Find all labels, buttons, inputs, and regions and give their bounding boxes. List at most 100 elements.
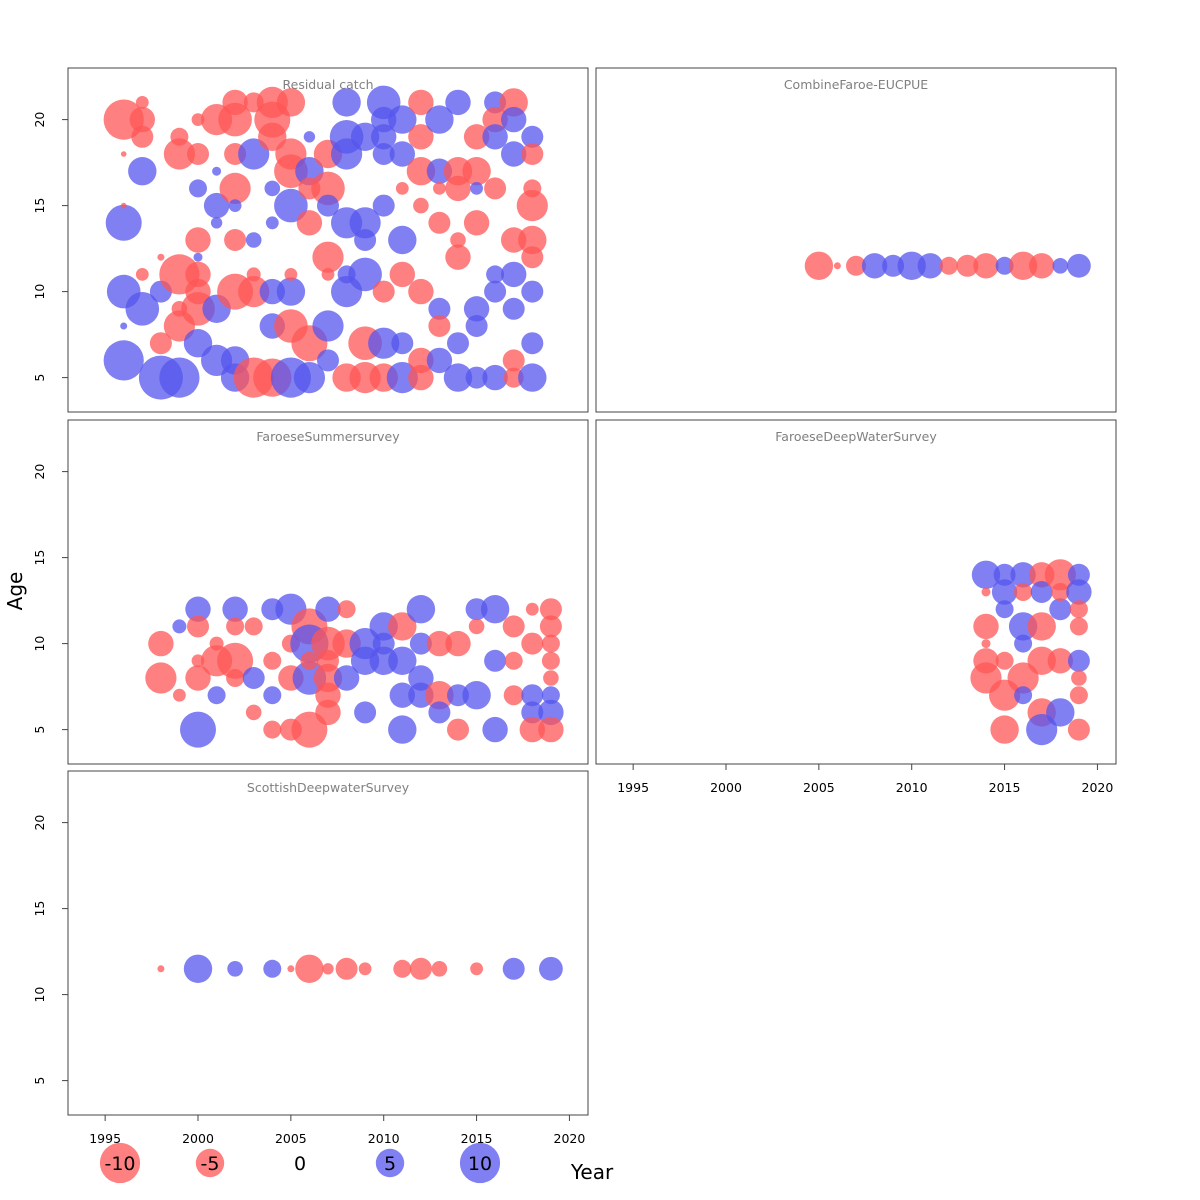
residual-bubble bbox=[521, 280, 544, 303]
residual-bubble bbox=[1067, 253, 1091, 278]
residual-bubble bbox=[388, 225, 417, 255]
x-tick-label: 2000 bbox=[710, 780, 742, 795]
residual-bubble bbox=[1030, 581, 1053, 603]
residual-bubble bbox=[463, 210, 490, 236]
residual-bubble bbox=[450, 232, 466, 248]
residual-bubble bbox=[956, 254, 979, 277]
panel: FaroeseSummersurvey 5 10 15 20 bbox=[32, 419, 589, 765]
residual-bubble bbox=[263, 959, 282, 978]
residual-bubble bbox=[482, 364, 508, 391]
residual-bubble bbox=[173, 688, 186, 702]
legend-bubble bbox=[459, 1142, 501, 1184]
residual-bubble bbox=[1067, 649, 1090, 672]
residual-bubble bbox=[484, 280, 507, 303]
residual-bubble bbox=[368, 327, 400, 359]
residual-bubble bbox=[463, 296, 490, 322]
residual-bubble bbox=[145, 662, 177, 694]
panels-group: Residual catch 5 10 15 20 CombineFaroe-EUCPUE… bbox=[32, 67, 1117, 1146]
bubble-group bbox=[103, 85, 548, 400]
residual-bubble bbox=[274, 188, 308, 223]
residual-bubble bbox=[541, 634, 560, 653]
residual-bubble bbox=[431, 961, 448, 977]
residual-bubble bbox=[180, 711, 216, 748]
residual-bubble bbox=[1014, 634, 1033, 653]
residual-bubble bbox=[468, 618, 485, 635]
residual-bubble bbox=[428, 297, 451, 320]
residual-bubble bbox=[995, 256, 1014, 275]
residual-bubble bbox=[103, 340, 144, 381]
panel-title: FaroeseDeepWaterSurvey bbox=[775, 429, 937, 444]
residual-bubble bbox=[386, 362, 418, 394]
panel-frame bbox=[67, 67, 589, 413]
y-tick-label: 15 bbox=[32, 901, 47, 917]
residual-bubble bbox=[203, 192, 230, 219]
legend-label: 5 bbox=[384, 1153, 396, 1175]
residual-bubble bbox=[1069, 617, 1088, 636]
residual-bubble bbox=[332, 88, 361, 117]
residual-bubble bbox=[516, 190, 548, 222]
residual-bubble bbox=[120, 151, 127, 157]
residual-bubble bbox=[502, 297, 525, 320]
residual-bubble bbox=[263, 720, 282, 739]
residual-bubble bbox=[833, 262, 841, 270]
residual-bubble bbox=[185, 596, 211, 622]
residual-bubble bbox=[389, 261, 415, 288]
residual-bubble bbox=[295, 954, 324, 983]
legend-label: -10 bbox=[104, 1153, 135, 1175]
residual-bubble bbox=[425, 105, 454, 134]
x-tick-label: 2020 bbox=[554, 1131, 586, 1146]
residual-bubble bbox=[465, 315, 488, 337]
residual-bubble bbox=[1027, 612, 1056, 641]
residual-bubble bbox=[354, 701, 377, 724]
residual-bubble bbox=[521, 143, 544, 165]
residual-bubble bbox=[1026, 714, 1058, 746]
residual-bubble bbox=[219, 172, 251, 204]
legend-bubble bbox=[375, 1148, 405, 1178]
legend-label: -5 bbox=[201, 1153, 220, 1175]
bubble-legend: -10 -5 0 5 10 bbox=[99, 1142, 501, 1184]
residual-bubble bbox=[1051, 583, 1070, 601]
residual-bubble bbox=[995, 600, 1014, 619]
residual-bubble bbox=[210, 217, 223, 229]
residual-bubble bbox=[470, 962, 483, 976]
residual-bubble bbox=[317, 194, 339, 217]
residual-bubble bbox=[224, 229, 247, 251]
y-tick-label: 20 bbox=[32, 464, 47, 480]
residual-bubble bbox=[1008, 251, 1038, 280]
residual-bubble bbox=[538, 716, 564, 743]
residual-bubble bbox=[409, 957, 432, 980]
residual-bubble bbox=[406, 157, 436, 186]
panel-frame bbox=[595, 67, 1117, 413]
panel: ScottishDeepwaterSurvey 5 10 15 20 1995 2000 20… bbox=[32, 770, 589, 1146]
residual-bubble bbox=[426, 630, 453, 657]
residual-bubble bbox=[245, 704, 262, 721]
residual-bubble bbox=[502, 349, 525, 372]
residual-bubble bbox=[388, 612, 417, 641]
residual-bubble bbox=[317, 649, 339, 672]
residual-bubble bbox=[217, 642, 254, 679]
residual-bubble bbox=[501, 141, 527, 167]
residual-bubble bbox=[484, 91, 507, 114]
residual-bubble bbox=[349, 207, 381, 239]
residual-bubble bbox=[539, 598, 562, 621]
residual-bubble bbox=[312, 310, 344, 342]
residual-bubble bbox=[502, 615, 525, 638]
residual-bubble bbox=[991, 579, 1018, 605]
residual-bubble bbox=[264, 180, 281, 197]
residual-bubble bbox=[521, 246, 544, 269]
residual-bubble bbox=[973, 253, 999, 279]
residual-bubble bbox=[447, 718, 469, 741]
residual-bubble bbox=[389, 141, 415, 167]
residual-bubble bbox=[125, 292, 160, 326]
residual-bubble bbox=[1066, 579, 1092, 605]
residual-bubble bbox=[157, 965, 165, 973]
residual-bubble bbox=[244, 617, 263, 636]
residual-bubble bbox=[388, 646, 417, 675]
residual-bubble bbox=[1049, 598, 1072, 621]
residual-bubble bbox=[189, 179, 207, 198]
residual-bubble bbox=[193, 252, 203, 262]
residual-bubble bbox=[371, 124, 397, 150]
residual-bubble bbox=[462, 681, 491, 710]
residual-bubble bbox=[1052, 258, 1069, 274]
residual-bubble bbox=[372, 194, 395, 217]
